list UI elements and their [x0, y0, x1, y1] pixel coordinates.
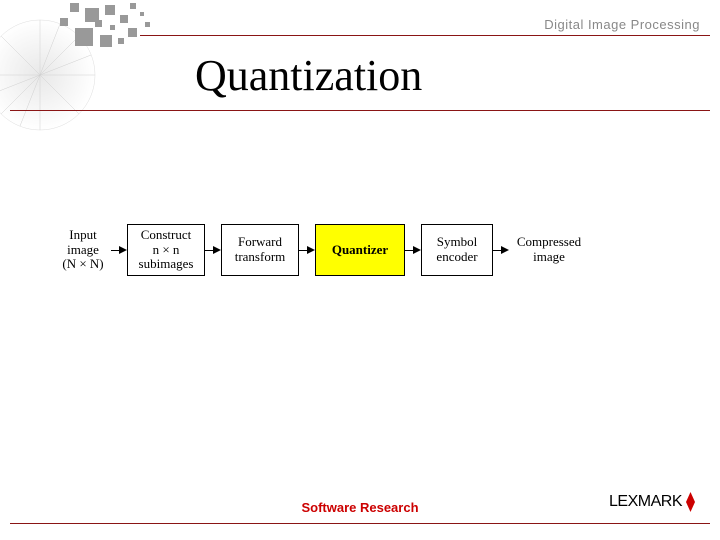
flow-arrow — [493, 246, 509, 254]
logo-text: LEXMARK — [609, 493, 682, 511]
flow-arrow — [205, 246, 221, 254]
corner-decoration — [0, 0, 160, 140]
footer-line — [10, 523, 710, 524]
logo: LEXMARK — [609, 492, 695, 512]
title-line — [10, 110, 710, 111]
slide-title: Quantization — [195, 50, 422, 101]
flow-box-symbol: Symbol encoder — [421, 224, 493, 276]
flow-arrow — [111, 246, 127, 254]
flow-arrow — [299, 246, 315, 254]
logo-diamond-icon — [686, 492, 695, 512]
flow-box-quantizer: Quantizer — [315, 224, 405, 276]
flow-label-input: Input image (N × N) — [55, 228, 111, 273]
flow-label-output: Compressed image — [509, 235, 589, 265]
flow-arrow — [405, 246, 421, 254]
header-line — [140, 35, 710, 36]
header-text: Digital Image Processing — [544, 17, 700, 32]
flow-diagram: Input image (N × N) Construct n × n subim… — [55, 220, 685, 280]
flow-box-forward: Forward transform — [221, 224, 299, 276]
flow-box-construct: Construct n × n subimages — [127, 224, 205, 276]
